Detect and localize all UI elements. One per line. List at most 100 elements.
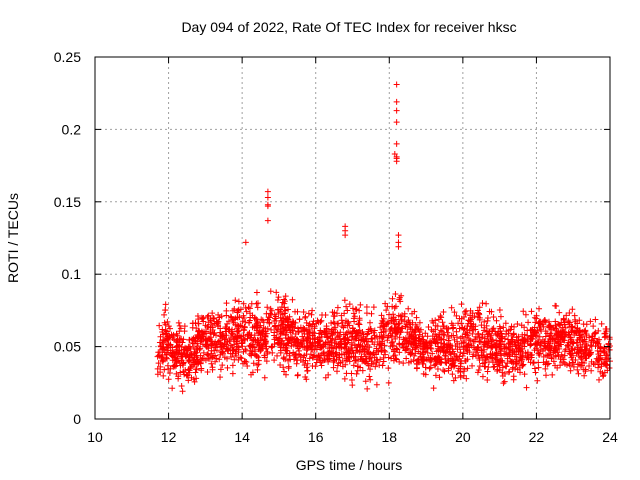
data-point	[503, 363, 510, 370]
data-point	[258, 337, 265, 344]
data-point	[248, 332, 255, 339]
data-point	[209, 364, 216, 371]
data-point	[450, 377, 457, 384]
data-point	[235, 327, 242, 334]
data-point	[427, 364, 434, 371]
data-point	[553, 302, 560, 309]
data-point	[380, 328, 387, 335]
data-point	[167, 325, 174, 332]
data-point	[209, 310, 216, 317]
data-point	[188, 374, 195, 381]
data-point	[599, 370, 606, 377]
data-point	[508, 336, 515, 343]
data-point	[346, 322, 353, 329]
data-point	[477, 338, 484, 345]
data-point	[467, 312, 474, 319]
x-tick-label: 10	[87, 429, 103, 445]
data-point	[263, 358, 270, 365]
data-point	[271, 357, 278, 364]
data-point	[163, 328, 170, 335]
data-point	[279, 311, 286, 318]
data-point	[440, 347, 447, 354]
data-point	[244, 335, 251, 342]
data-point	[393, 140, 400, 147]
data-point	[284, 347, 291, 354]
data-point	[241, 323, 248, 330]
data-point	[555, 320, 562, 327]
data-point	[213, 347, 220, 354]
data-point	[235, 306, 242, 313]
data-point	[267, 288, 274, 295]
data-point	[274, 352, 281, 359]
data-point	[485, 364, 492, 371]
data-point	[260, 327, 267, 334]
data-point	[463, 326, 470, 333]
data-point	[361, 338, 368, 345]
data-point	[264, 349, 271, 356]
data-point	[398, 325, 405, 332]
data-point	[496, 362, 503, 369]
data-point	[567, 351, 574, 358]
data-point	[178, 383, 185, 390]
data-point	[280, 364, 287, 371]
data-point	[191, 354, 198, 361]
x-tick-label: 20	[455, 429, 471, 445]
data-point	[156, 322, 163, 329]
data-point	[595, 364, 602, 371]
data-point	[603, 333, 610, 340]
data-point	[329, 309, 336, 316]
data-point	[530, 360, 537, 367]
data-point	[382, 351, 389, 358]
data-point	[388, 317, 395, 324]
data-point	[513, 351, 520, 358]
data-point	[344, 334, 351, 341]
data-point	[457, 357, 464, 364]
data-point	[497, 313, 504, 320]
data-point	[440, 331, 447, 338]
data-point	[407, 333, 414, 340]
data-point	[185, 366, 192, 373]
data-point	[363, 358, 370, 365]
data-point	[157, 369, 164, 376]
data-point	[226, 337, 233, 344]
data-point	[302, 313, 309, 320]
data-point	[465, 317, 472, 324]
data-point	[590, 323, 597, 330]
data-point	[464, 365, 471, 372]
data-point	[437, 312, 444, 319]
data-point	[208, 341, 215, 348]
data-point	[264, 325, 271, 332]
data-point	[444, 329, 451, 336]
data-point	[218, 344, 225, 351]
data-point	[433, 360, 440, 367]
data-point	[552, 362, 559, 369]
data-point	[289, 296, 296, 303]
data-point	[370, 304, 377, 311]
data-point	[489, 327, 496, 334]
data-point	[588, 337, 595, 344]
data-point	[588, 358, 595, 365]
data-point	[506, 368, 513, 375]
data-point	[240, 360, 247, 367]
data-point	[368, 310, 375, 317]
data-point	[393, 328, 400, 335]
data-point	[351, 318, 358, 325]
data-point	[407, 350, 414, 357]
data-point	[200, 349, 207, 356]
data-point	[537, 326, 544, 333]
data-point	[506, 327, 513, 334]
data-point	[535, 364, 542, 371]
data-point	[542, 333, 549, 340]
data-point	[533, 342, 540, 349]
data-point	[445, 367, 452, 374]
data-point	[208, 360, 215, 367]
data-point	[567, 324, 574, 331]
data-point	[478, 347, 485, 354]
data-point	[274, 339, 281, 346]
data-point	[180, 360, 187, 367]
data-point	[361, 351, 368, 358]
data-point	[435, 316, 442, 323]
chart-title: Day 094 of 2022, Rate Of TEC Index for r…	[181, 19, 516, 35]
data-point	[354, 329, 361, 336]
